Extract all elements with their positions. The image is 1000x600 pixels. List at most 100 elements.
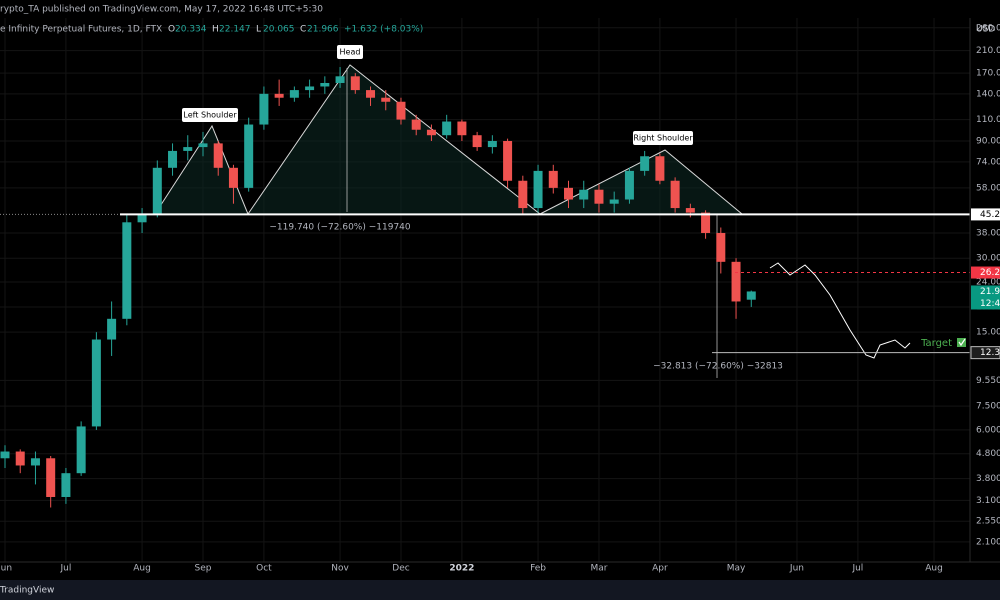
candle-body: [61, 473, 71, 497]
target-check-mark: [958, 338, 966, 347]
y-tick-label: 3.800: [976, 474, 1000, 484]
candle-body: [76, 426, 86, 474]
candle-body: [244, 124, 254, 188]
candle-body: [716, 232, 726, 262]
candle-body: [228, 167, 238, 188]
y-tick-label: 6.000: [976, 425, 1000, 435]
candle-body: [548, 170, 558, 188]
published: rypto_TA published on TradingView.com, M…: [0, 5, 323, 15]
symbol: e Infinity Perpetual Futures, 1D, FTX: [0, 25, 162, 35]
projected-path: [769, 262, 911, 359]
x-tick-label: Mar: [590, 564, 607, 574]
ohlc-value: 21.966: [307, 25, 339, 35]
candle-body: [381, 97, 391, 102]
candle-body: [487, 140, 497, 148]
price-tag: [970, 346, 1000, 360]
x-tick-label: Jun: [789, 564, 804, 574]
candle-body: [655, 156, 665, 181]
y-tick-label: 24.00: [976, 278, 1000, 288]
footer-bg: [0, 580, 1000, 600]
x-tick-label: Jul: [59, 564, 71, 574]
candle-body: [564, 187, 574, 200]
candle-body: [183, 147, 193, 151]
countdown: 12:41: [980, 299, 1000, 309]
x-tick-label: Aug: [925, 564, 943, 574]
ohlc-key: C: [300, 25, 306, 35]
x-tick-label: Apr: [652, 564, 668, 574]
candle-body: [46, 458, 56, 497]
candle-body: [594, 189, 604, 204]
label-box: [633, 131, 693, 145]
candles: [0, 67, 756, 508]
candle-body: [746, 291, 756, 300]
candle-body: [152, 167, 162, 215]
candle-body: [91, 339, 101, 427]
price-tag: [971, 208, 1000, 221]
y-tick-label: 2.550: [976, 517, 1000, 527]
candle-body: [0, 451, 10, 459]
y-tick-label: 90.00: [976, 136, 1000, 146]
left-shoulder-label: Left Shoulder: [183, 111, 237, 120]
price-lines: [0, 213, 970, 354]
candle-body: [609, 199, 619, 204]
currency: USD: [976, 25, 995, 35]
ohlc-key: L: [256, 25, 261, 35]
candle-body: [579, 189, 589, 200]
y-tick-label: 58.00: [976, 183, 1000, 193]
candle-body: [533, 170, 543, 209]
candle-body: [335, 76, 345, 83]
head-label: Head: [340, 48, 361, 57]
ohlc-value: 20.334: [175, 25, 207, 35]
candle-body: [198, 143, 208, 148]
x-tick-label: Nov: [331, 564, 349, 574]
x-tick-label: Oct: [256, 564, 272, 574]
measure-label: −119.740 (−72.60%) −119740: [269, 223, 411, 233]
candle-body: [15, 451, 25, 466]
candle-body: [122, 222, 132, 319]
x-tick-label: Aug: [133, 564, 151, 574]
candle-body: [442, 121, 452, 136]
candle-body: [259, 93, 269, 125]
candle-body: [472, 135, 482, 148]
ohlc-value: 22.147: [219, 25, 251, 35]
y-tick-label: 7.500: [976, 402, 1000, 412]
y-tick-label: 9.550: [976, 376, 1000, 386]
y-tick-label: 3.100: [976, 496, 1000, 506]
candle-body: [518, 180, 528, 209]
candle-body: [731, 261, 741, 302]
ohlc-value: 20.065: [263, 25, 295, 35]
candle-body: [274, 93, 284, 98]
x-tick-label: May: [727, 564, 746, 574]
y-tick-label: 170.00: [976, 69, 1000, 79]
candle-body: [685, 208, 695, 213]
y-tick-label: 15.00: [976, 328, 1000, 338]
x-tick-label: Sep: [195, 564, 212, 574]
target-label: Target: [920, 338, 952, 349]
ohlc-change: +1.632 (+8.03%): [344, 25, 423, 35]
candle-body: [670, 180, 680, 209]
right-shoulder-label: Right Shoulder: [633, 134, 693, 143]
x-tick-label: Dec: [392, 564, 409, 574]
price-tag-label: 12.38: [980, 348, 1000, 358]
candle-body: [457, 121, 467, 136]
ohlc-legend: O 20.334 H 22.147 L 20.065 C 21.966 +1.632 (+8.0…: [168, 25, 423, 35]
candle-body: [350, 76, 360, 91]
footer: TradingView: [0, 586, 54, 596]
y-tick-label: 110.00: [976, 115, 1000, 125]
candle-body: [640, 156, 650, 171]
label-box: [337, 45, 363, 59]
header-bg: [0, 0, 1000, 18]
candle-body: [168, 150, 178, 168]
y-tick-label: 38.00: [976, 228, 1000, 238]
candle-body: [411, 119, 421, 130]
y-tick-label: 4.800: [976, 449, 1000, 459]
candle-body: [426, 129, 436, 136]
candle-body: [30, 458, 40, 466]
price-tag: [971, 285, 1000, 310]
x-tick-label: Feb: [530, 564, 546, 574]
x-tick-label: Jul: [851, 564, 863, 574]
candle-body: [305, 86, 315, 91]
price-tag-label: 45.22: [980, 210, 1000, 220]
